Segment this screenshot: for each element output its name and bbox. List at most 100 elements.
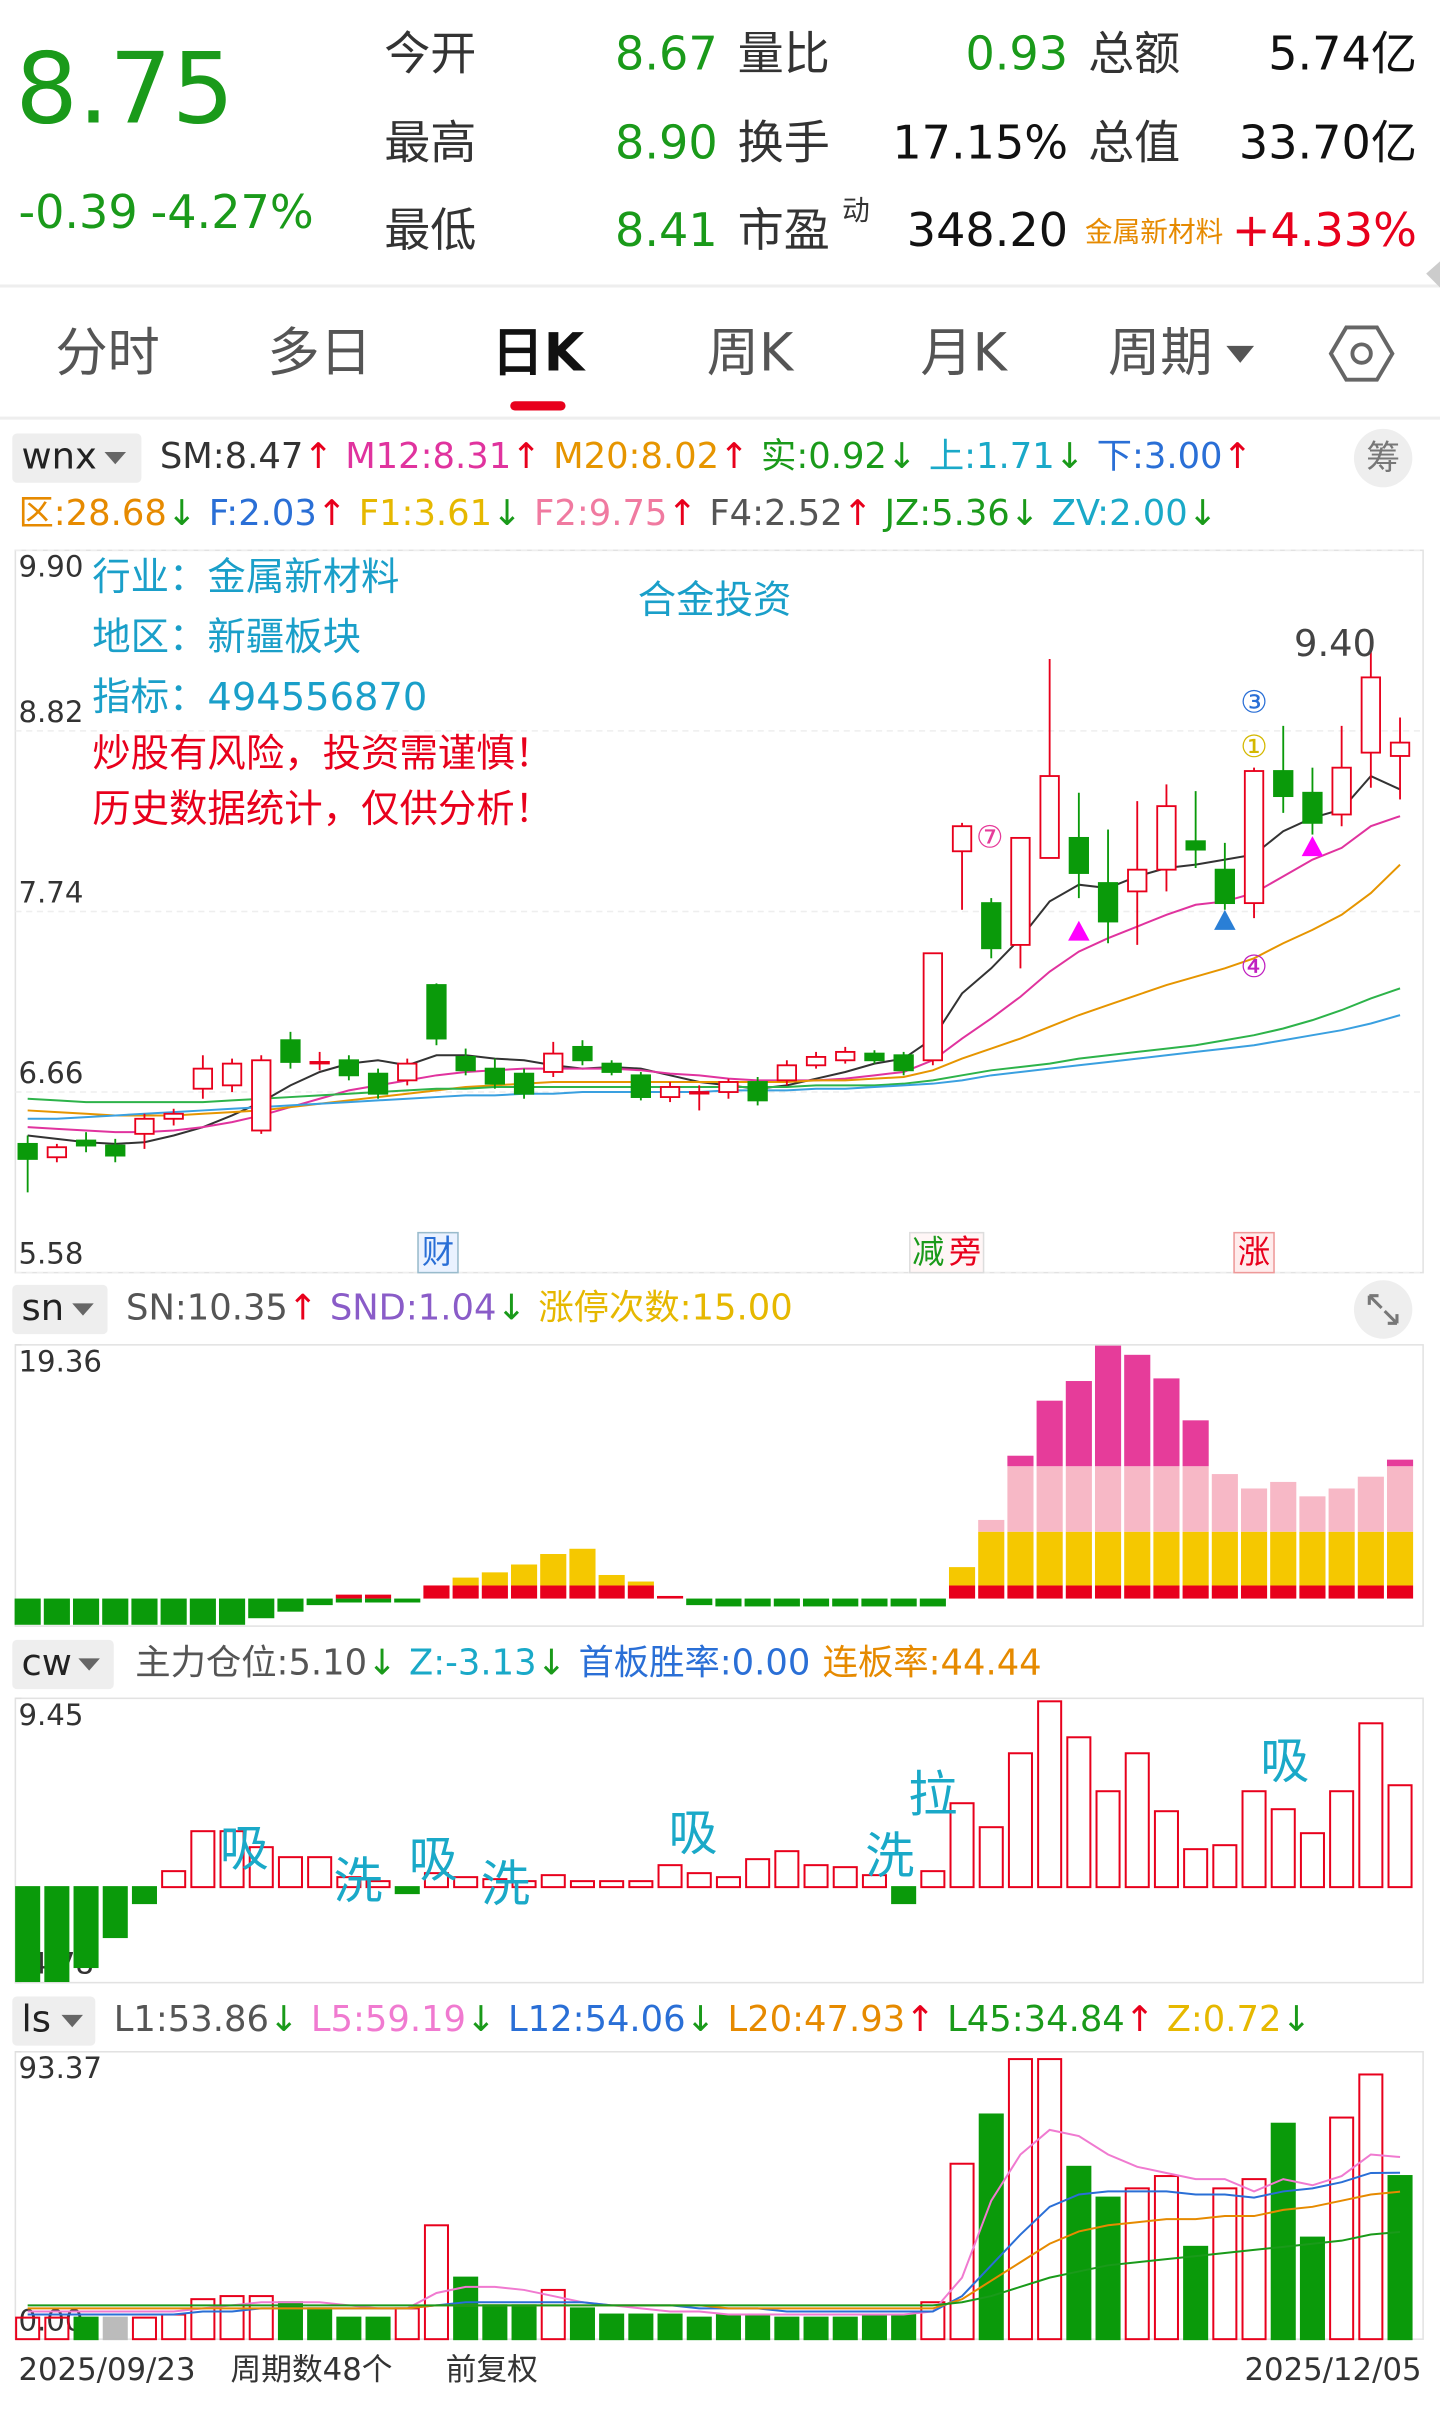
bar [715, 2313, 741, 2341]
settings-icon[interactable] [1328, 325, 1395, 382]
divider [0, 416, 1440, 420]
bar [920, 1870, 946, 1889]
candle-body [221, 1062, 243, 1087]
legend-text: M12:8.31 [345, 436, 511, 477]
legend-text: 首板胜率:0.00 [578, 1643, 810, 1684]
bar [15, 2316, 41, 2341]
tab[interactable]: 周K [707, 324, 795, 384]
bar [686, 1872, 712, 1889]
legend-item: Z:-3.13↓ [409, 1643, 566, 1684]
legend-item: 连板率:44.44 [823, 1643, 1042, 1684]
stack-segment [1386, 1466, 1414, 1532]
stat-label: 市盈 [738, 203, 830, 257]
bar [1387, 1784, 1413, 1889]
stack-segment [248, 1598, 275, 1619]
stack-segment [1153, 1466, 1180, 1532]
bar [1241, 2178, 1267, 2341]
candle-body [251, 1059, 272, 1132]
candle-body [134, 1117, 155, 1135]
indicator-select[interactable] [12, 433, 142, 483]
indicator-line [27, 2128, 1401, 2316]
stack-segment [1124, 1531, 1151, 1586]
legend-item: 上:1.71↓ [929, 436, 1085, 477]
indicator-select[interactable] [12, 1639, 114, 1690]
tab[interactable]: 月K [920, 324, 1008, 384]
cw-note: 吸 [669, 1804, 718, 1862]
stack-segment [452, 1585, 479, 1599]
stack-segment [1240, 1488, 1268, 1532]
y-tick-label: 7.74 [18, 876, 83, 910]
tab[interactable]: 多日 [267, 324, 372, 384]
bar [482, 2304, 508, 2341]
bar [15, 1886, 41, 1983]
stack-segment [1386, 1459, 1414, 1467]
candle-body [630, 1074, 651, 1098]
legend-arrow: ↑ [1125, 1999, 1155, 2040]
bar [686, 2316, 712, 2341]
legend-arrow: ↑ [1223, 436, 1253, 477]
candle-body [338, 1059, 360, 1077]
cw-note: 吸 [1260, 1732, 1309, 1790]
stack-segment [335, 1594, 362, 1599]
legend-arrow: ↑ [511, 436, 541, 477]
candle-body [922, 952, 943, 1062]
legend-item: L12:54.06↓ [508, 1999, 715, 2040]
candle-body [1331, 766, 1352, 816]
tab-active[interactable]: 日K [492, 324, 587, 384]
stack-segment [452, 1577, 479, 1586]
stack-segment [1036, 1400, 1063, 1467]
bar [861, 2313, 887, 2341]
candle-body [426, 984, 447, 1040]
signal-circle: ⑦ [976, 820, 1004, 856]
indicator-select[interactable] [12, 1996, 96, 2046]
cw-note: 洗 [333, 1852, 382, 1910]
stack-segment [335, 1598, 362, 1603]
indicator-select[interactable] [12, 1284, 108, 1335]
tab[interactable]: 分时 [55, 324, 159, 384]
bar [861, 1874, 887, 1889]
bar [219, 2295, 245, 2341]
bar [307, 1856, 333, 1889]
candle-body [367, 1072, 389, 1095]
bar [949, 2162, 975, 2341]
expand-icon [1367, 1294, 1399, 1325]
bar [511, 2304, 537, 2341]
stack-segment [569, 1585, 596, 1599]
candle-body [601, 1062, 622, 1073]
bar [307, 2307, 333, 2341]
stat-label: 最低 [384, 203, 476, 257]
stack-segment [540, 1554, 567, 1586]
candle-body [192, 1067, 214, 1090]
legend-text: L1:53.86 [114, 1999, 269, 2040]
adjust-mode[interactable]: 前复权 [446, 2352, 538, 2388]
expand-button[interactable] [1353, 1280, 1413, 1339]
stack-segment [102, 1598, 129, 1625]
legend-item: 区:28.68↓ [18, 493, 196, 534]
bar [336, 1876, 362, 1889]
indicator-name: ls [22, 1998, 51, 2041]
candle-body [864, 1052, 885, 1062]
info-note: 行业：金属新材料 [92, 555, 399, 600]
stat-label: 量比 [738, 26, 830, 80]
tab[interactable]: 周期 [1108, 324, 1213, 384]
stack-segment [686, 1598, 713, 1606]
stack-segment [1065, 1531, 1092, 1586]
legend-text: L20:47.93 [728, 1999, 906, 2040]
chip-button-label: 筹 [1366, 438, 1400, 477]
legend-item: M20:8.02↑ [553, 436, 749, 477]
chip-button[interactable] [1353, 428, 1413, 488]
candle-body [105, 1144, 126, 1157]
bar [394, 2307, 420, 2341]
stack-segment [1357, 1585, 1384, 1599]
candle-body [835, 1050, 856, 1062]
stack-segment [1065, 1381, 1092, 1467]
bar [1387, 2175, 1413, 2341]
candle-body [1010, 836, 1031, 946]
signal-circle: ③ [1240, 684, 1268, 720]
stack-segment [948, 1585, 976, 1599]
stack-segment [1124, 1585, 1151, 1599]
stack-segment [627, 1585, 654, 1599]
stat-value: 17.15% [892, 116, 1068, 170]
candle-body [1214, 868, 1235, 905]
